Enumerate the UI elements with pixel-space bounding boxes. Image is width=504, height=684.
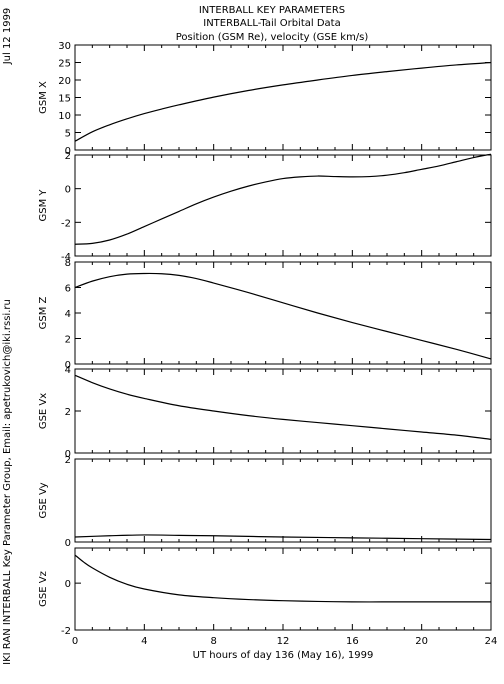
panel-gse-vy: 0 2 GSE Vy bbox=[38, 455, 492, 549]
series-line-gsm-z bbox=[74, 272, 492, 360]
panel-frame-gsm-y bbox=[74, 154, 492, 257]
x-tick-label: 0 bbox=[72, 636, 78, 647]
credit-label: IKI RAN INTERBALL Key Parameter Group, E… bbox=[2, 299, 13, 665]
y-axis-title: GSE Vz bbox=[38, 571, 49, 607]
panel-gse-vx: 0 2 4 GSE Vx bbox=[38, 365, 492, 460]
y-tick-label: 20 bbox=[58, 76, 71, 87]
y-axis-title: GSE Vy bbox=[38, 482, 49, 518]
y-tick-label: 0 bbox=[65, 185, 71, 196]
series-line-gsm-x bbox=[74, 61, 492, 142]
panel-gsm-x: 0 5 10 15 20 25 30 GSM X bbox=[38, 41, 492, 157]
y-tick-label: 2 bbox=[65, 455, 71, 466]
y-tick-label: 0 bbox=[65, 579, 71, 590]
x-tick-label: 12 bbox=[277, 636, 290, 647]
y-tick-label: 0 bbox=[65, 538, 71, 549]
y-tick-label: 4 bbox=[65, 309, 71, 320]
y-tick-label: 2 bbox=[65, 335, 71, 346]
x-tick-label: 16 bbox=[346, 636, 359, 647]
panel-gsm-y: -4 -2 0 2 GSM Y bbox=[38, 151, 492, 263]
x-tick-label: 8 bbox=[210, 636, 216, 647]
y-tick-label: 0 bbox=[65, 449, 71, 460]
chart-title-line-2: INTERBALL-Tail Orbital Data bbox=[203, 18, 340, 29]
panel-frame-gse-vz bbox=[74, 547, 492, 631]
panel-frame-gsm-z bbox=[74, 261, 492, 365]
y-axis-title: GSM Y bbox=[38, 189, 49, 222]
y-tick-label: 30 bbox=[58, 41, 71, 52]
series-line-gse-vy bbox=[74, 534, 492, 541]
y-tick-label: 8 bbox=[65, 258, 71, 269]
date-label: Jul 12 1999 bbox=[2, 8, 13, 66]
y-tick-label: 0 bbox=[65, 146, 71, 157]
chart-title-line-3: Position (GSM Re), velocity (GSE km/s) bbox=[176, 32, 369, 43]
y-tick-label: 10 bbox=[58, 111, 71, 122]
y-tick-label: 6 bbox=[65, 284, 71, 295]
series-line-gse-vx bbox=[74, 374, 492, 440]
y-tick-label: 4 bbox=[65, 365, 71, 376]
x-tick-label: 24 bbox=[485, 636, 498, 647]
x-tick-label: 4 bbox=[141, 636, 147, 647]
y-tick-label: 0 bbox=[65, 360, 71, 371]
y-tick-label: -2 bbox=[61, 218, 71, 229]
y-tick-label: 25 bbox=[58, 59, 71, 70]
y-tick-label: -4 bbox=[61, 252, 71, 263]
series-line-gsm-y bbox=[74, 153, 492, 245]
y-tick-label: 15 bbox=[58, 94, 71, 105]
x-axis-title: UT hours of day 136 (May 16), 1999 bbox=[193, 650, 374, 661]
chart-title-line-1: INTERBALL KEY PARAMETERS bbox=[199, 5, 345, 16]
y-tick-label: -2 bbox=[61, 626, 71, 637]
x-tick-label: 20 bbox=[415, 636, 428, 647]
y-tick-label: 2 bbox=[65, 151, 71, 162]
y-tick-label: 5 bbox=[65, 129, 71, 140]
panel-gsm-z: 0 2 4 6 8 GSM Z bbox=[38, 258, 492, 371]
panel-frame-gse-vx bbox=[74, 368, 492, 454]
panel-frame-gse-vy bbox=[74, 458, 492, 543]
y-axis-title: GSM X bbox=[38, 81, 49, 114]
y-axis-title: GSE Vx bbox=[38, 393, 49, 429]
series-line-gse-vz bbox=[74, 554, 491, 603]
y-tick-label: 2 bbox=[65, 407, 71, 418]
panel-frame-gsm-x bbox=[74, 44, 492, 151]
y-axis-title: GSM Z bbox=[38, 296, 49, 329]
